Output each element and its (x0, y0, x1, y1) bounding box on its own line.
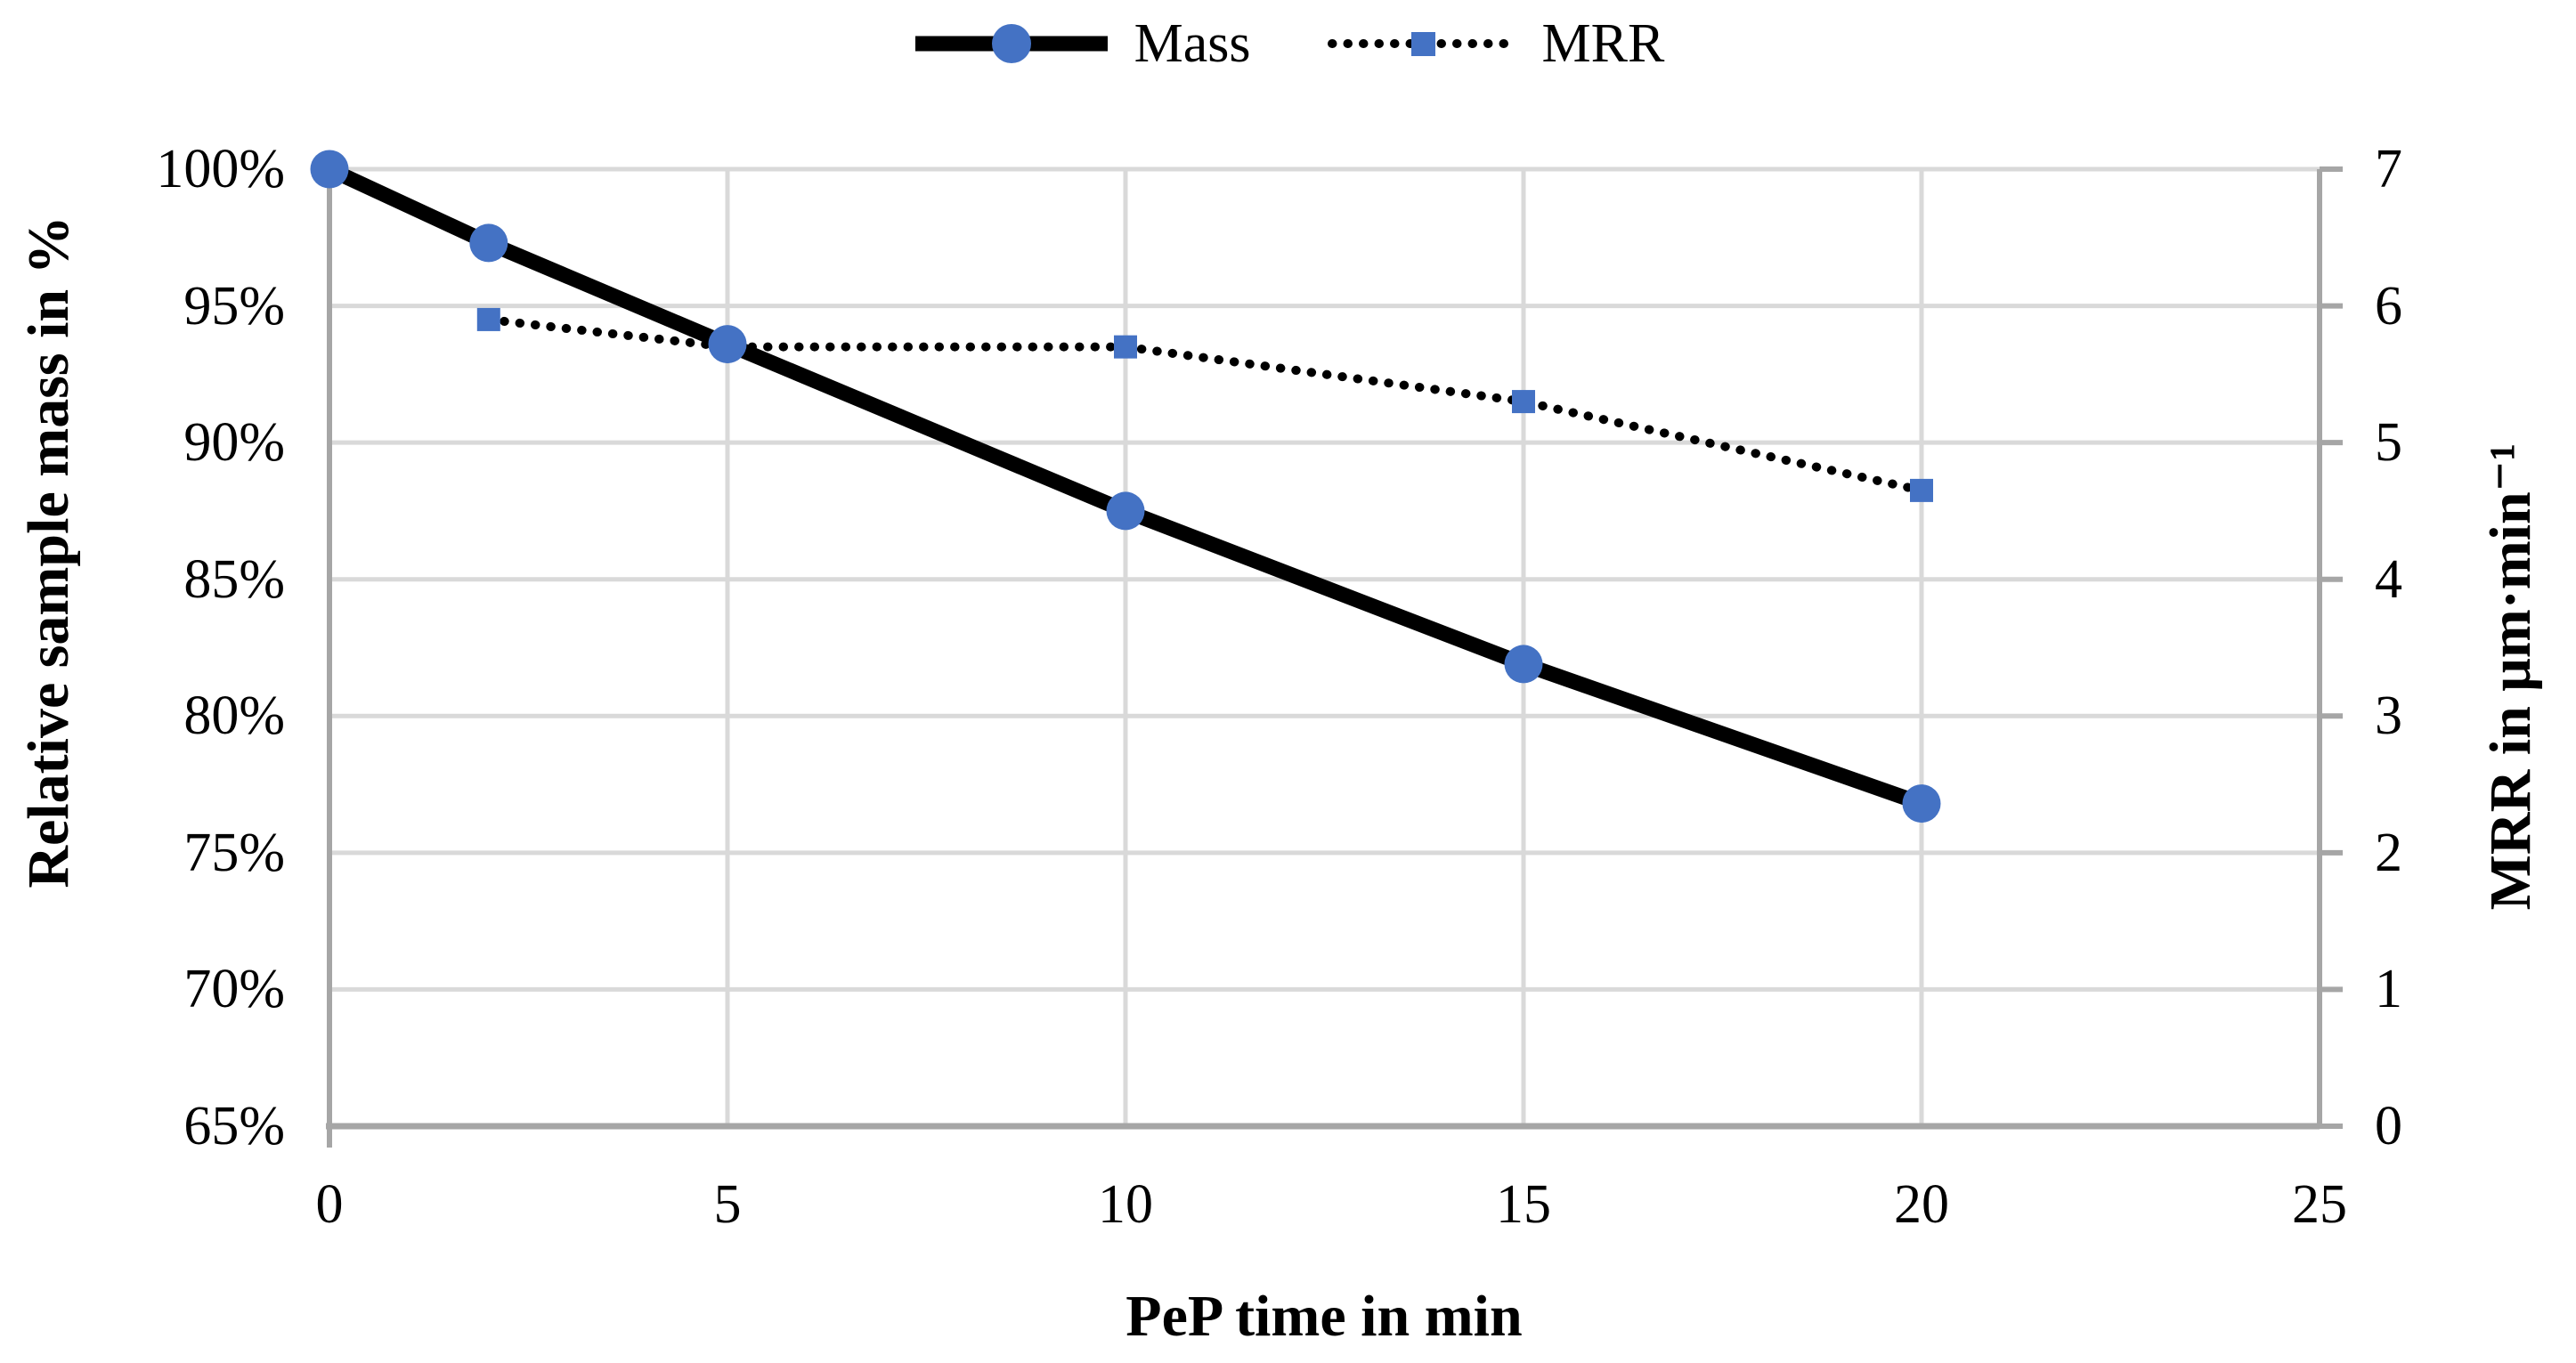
mass-circle-marker (469, 223, 508, 263)
mass-circle-marker (310, 150, 349, 189)
y-left-tick-label: 65% (183, 1096, 285, 1156)
mrr-legend-sample-icon (1327, 32, 1518, 56)
mrr-square-marker (1114, 335, 1137, 359)
y-right-tick-label: 2 (2375, 822, 2402, 883)
legend-label-mass: Mass (1134, 13, 1251, 74)
mass-circle-marker (1902, 784, 1941, 823)
y-left-tick-label: 80% (183, 686, 285, 747)
mrr-legend-square-marker (1410, 32, 1435, 56)
x-tick-label: 0 (315, 1174, 344, 1235)
mrr-square-marker (1512, 390, 1535, 414)
x-tick-label: 25 (2292, 1174, 2347, 1235)
y-left-tick-label: 95% (183, 275, 285, 337)
legend-label-mrr: MRR (1541, 13, 1665, 74)
x-tick-label: 5 (713, 1174, 742, 1235)
y-right-tick-label: 4 (2375, 548, 2402, 610)
legend-item-mrr: MRR (1327, 12, 1665, 75)
mass-circle-marker (1504, 645, 1543, 684)
y-left-tick-label: 70% (183, 959, 285, 1020)
legend-item-mass: Mass (912, 12, 1251, 75)
y-right-tick-label: 3 (2375, 686, 2402, 747)
mrr-series-line (484, 314, 1926, 495)
y-left-tick-label: 100% (156, 139, 285, 199)
y-right-tick-label: 6 (2375, 275, 2402, 337)
y-right-tick-label: 0 (2375, 1096, 2402, 1156)
y-right-tick-label: 5 (2375, 412, 2402, 474)
mass-legend-sample-icon (914, 24, 1108, 63)
legend: Mass MRR (0, 12, 2576, 75)
y-right-tick-label: 1 (2375, 959, 2402, 1020)
y-left-tick-label: 75% (183, 822, 285, 883)
y-left-tick-label: 85% (183, 548, 285, 610)
x-tick-label: 15 (1496, 1174, 1551, 1235)
x-tick-label: 20 (1894, 1174, 1949, 1235)
y-left-tick-label: 90% (183, 412, 285, 474)
x-axis-title: PeP time in min (1125, 1284, 1523, 1349)
mrr-square-marker (476, 307, 500, 331)
mass-series-line (326, 162, 1924, 811)
mass-legend-circle-marker (991, 24, 1031, 63)
mass-circle-marker (1106, 491, 1145, 531)
y-right-tick-label: 7 (2375, 139, 2402, 199)
x-tick-label: 10 (1098, 1174, 1153, 1235)
mass-circle-marker (708, 325, 747, 364)
mrr-square-marker (1910, 478, 1933, 502)
